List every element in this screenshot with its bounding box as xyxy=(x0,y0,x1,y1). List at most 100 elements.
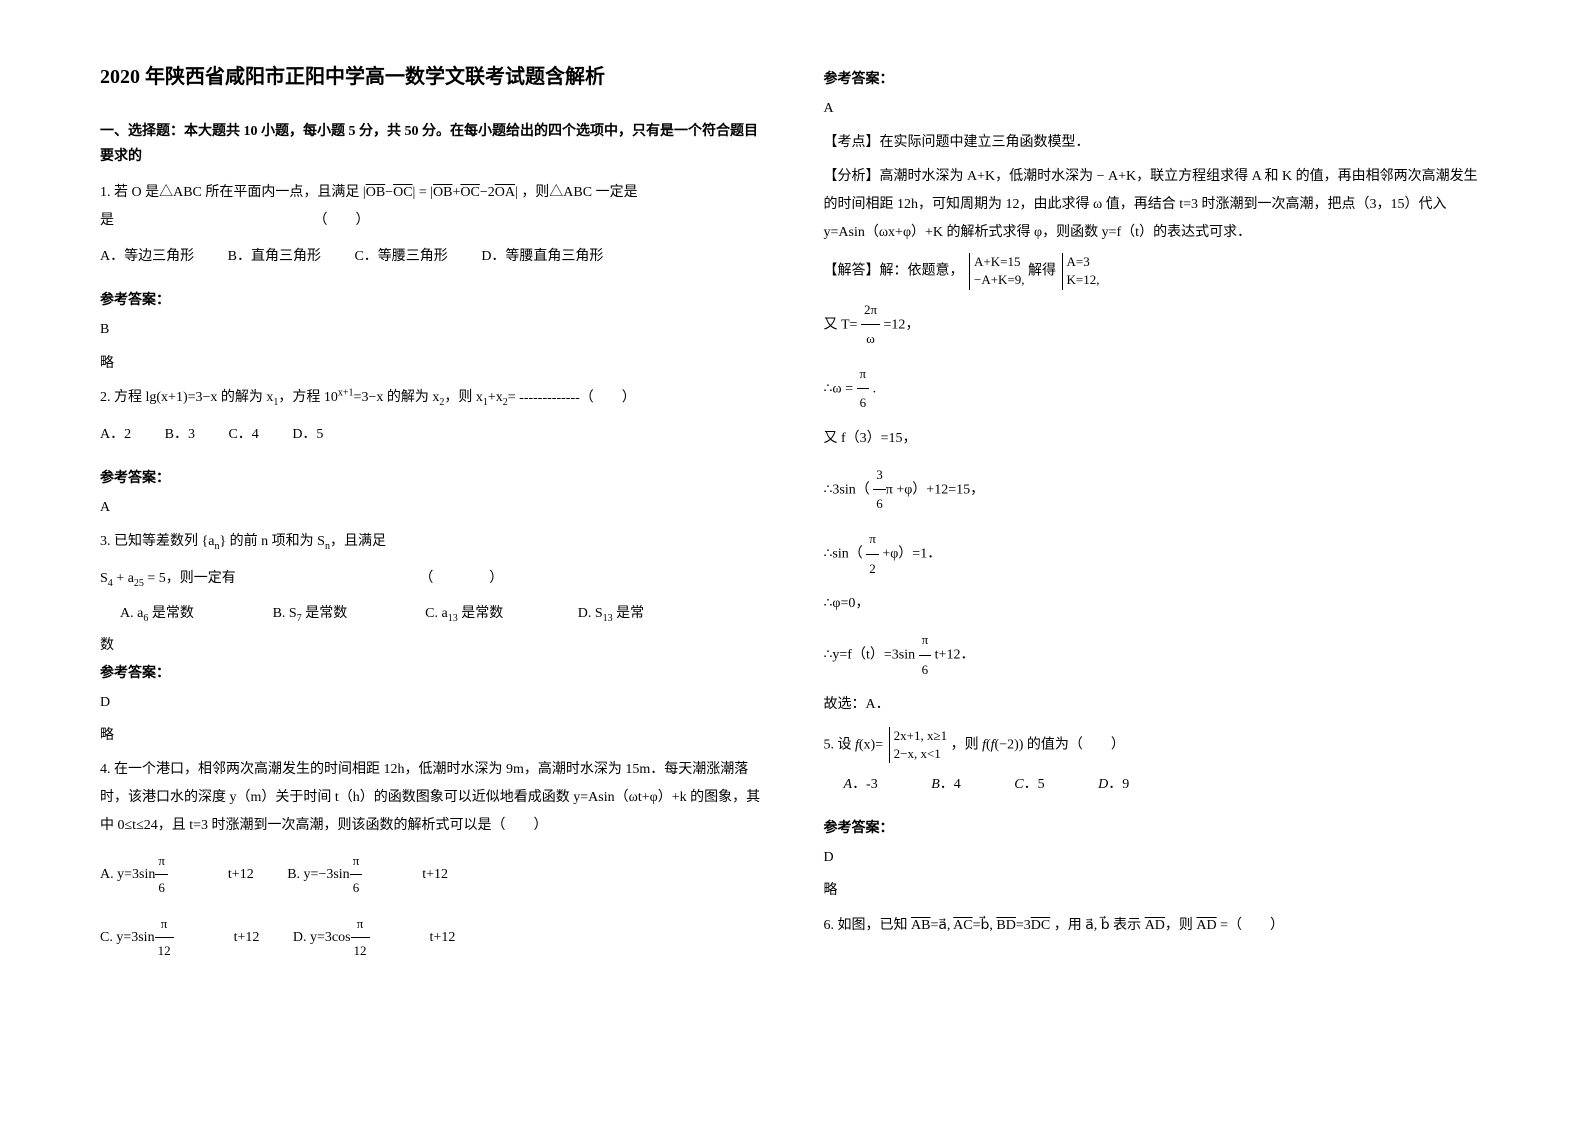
question-2: 2. 方程 lg(x+1)=3−x 的解为 x1，方程 10x+1=3−x 的解… xyxy=(100,384,764,413)
question-5: 5. 设 f(x)= 2x+1, x≥1 2−x, x<1 ，则 f(f(−2)… xyxy=(824,727,1488,763)
frac-pi-6: π6 xyxy=(857,360,870,418)
left-column: 2020 年陕西省咸阳市正阳中学高一数学文联考试题含解析 一、选择题：本大题共 … xyxy=(100,60,764,1062)
answer-label-1: 参考答案： xyxy=(100,289,764,309)
line8b: t+12． xyxy=(935,647,975,662)
line6a: ∴sin（ xyxy=(824,546,863,561)
q4-opt-c: C. y=3sinπ12t+12 xyxy=(100,930,259,945)
line5b: +φ）+12=15， xyxy=(896,482,984,497)
q4-options-row1: A. y=3sinπ6t+12 B. y=−3sinπ6t+12 xyxy=(100,848,764,901)
q3-text-a: 3. 已知等差数列 {an} 的前 n 项和为 Sn，且满足 xyxy=(100,534,386,549)
solve-line3: ∴ω = π6 . xyxy=(824,360,1488,418)
q2-blank: -------------（ ） xyxy=(519,390,636,405)
answer-label-5: 参考答案： xyxy=(824,817,1488,837)
q5-text-b: ，则 f(f(−2)) 的值为（ ） xyxy=(951,737,1125,752)
frac-pi-6-b: π6 xyxy=(919,626,932,684)
line3b: . xyxy=(873,381,877,396)
q5-piece-a: 2x+1, x≥1 xyxy=(894,727,947,745)
q5-answer: D xyxy=(824,845,1488,870)
q4-opt-a: A. y=3sinπ6t+12 xyxy=(100,867,254,882)
q1-formula: |OB−OC| = |OB+OC−2OA| xyxy=(363,185,518,200)
piece1a: A+K=15 xyxy=(974,253,1025,271)
q4-opt-d: D. y=3cosπ12t+12 xyxy=(293,930,455,945)
piece2a: A=3 xyxy=(1067,253,1100,271)
q4-options-row2: C. y=3sinπ12t+12 D. y=3cosπ12t+12 xyxy=(100,911,764,964)
q5-text-a: 5. 设 xyxy=(824,737,852,752)
q1-answer: B xyxy=(100,317,764,342)
question-3b: S4 + a25 = 5，则一定有 （ ） xyxy=(100,565,764,594)
q1-opt-c: C．等腰三角形 xyxy=(354,249,447,264)
q5-piece-b: 2−x, x<1 xyxy=(894,745,947,763)
line3a: ∴ω = xyxy=(824,381,854,396)
q2-text: 2. 方程 lg(x+1)=3−x 的解为 x1，方程 10x+1=3−x 的解… xyxy=(100,390,519,405)
solve-label2: 解得 xyxy=(1028,264,1056,279)
solve-line4: 又 f（3）=15， xyxy=(824,424,1488,455)
q1-opt-b: B．直角三角形 xyxy=(228,249,321,264)
answer-label-3: 参考答案： xyxy=(100,662,764,682)
q1-note: 略 xyxy=(100,351,764,376)
q3-options: A. a6 是常数 B. S7 是常数 C. a13 是常数 D. S13 是常 xyxy=(100,602,730,624)
q5-piecewise: 2x+1, x≥1 2−x, x<1 xyxy=(889,727,947,763)
q3-opt-d-cont: 数 xyxy=(100,634,764,654)
q2-opt-c: C．4 xyxy=(228,427,258,442)
right-column: 参考答案： A 【考点】在实际问题中建立三角函数模型． 【分析】高潮时水深为 A… xyxy=(824,60,1488,1062)
q4-opt-b: B. y=−3sinπ6t+12 xyxy=(287,867,448,882)
q5-opt-c: C．5 xyxy=(1014,777,1044,792)
solve-line6: ∴sin（ π2 +φ）=1． xyxy=(824,525,1488,583)
q2-opt-d: D．5 xyxy=(292,427,323,442)
q6-text-b: ，用 a⃗, b⃗ 表示 AD，则 AD =（ ） xyxy=(1054,918,1284,933)
q1-options: A．等边三角形 B．直角三角形 C．等腰三角形 D．等腰直角三角形 xyxy=(100,243,764,271)
q3-opt-a: A. a6 是常数 xyxy=(120,602,273,624)
solve-line8: ∴y=f（t）=3sin π6 t+12． xyxy=(824,626,1488,684)
question-3: 3. 已知等差数列 {an} 的前 n 项和为 Sn，且满足 xyxy=(100,528,764,557)
q3-note: 略 xyxy=(100,723,764,748)
piece2b: K=12, xyxy=(1067,271,1100,289)
frac-pi-2: π2 xyxy=(866,525,879,583)
q6-text-a: 6. 如图，已知 xyxy=(824,918,908,933)
answer-label-2: 参考答案： xyxy=(100,467,764,487)
frac-2pi-omega: 2πω xyxy=(861,296,880,354)
solve-line5: ∴3sin（ 36π +φ）+12=15， xyxy=(824,461,1488,519)
solve-line9: 故选：A． xyxy=(824,690,1488,721)
q3-answer: D xyxy=(100,690,764,715)
piecewise-1: A+K=15 −A+K=9, xyxy=(969,253,1025,289)
q4-kaodian: 【考点】在实际问题中建立三角函数模型． xyxy=(824,129,1488,157)
q1-blank-label: 是 xyxy=(100,213,310,228)
line5a: ∴3sin（ xyxy=(824,482,870,497)
piecewise-2: A=3 K=12, xyxy=(1062,253,1100,289)
q5-opt-b: B．4 xyxy=(931,777,961,792)
line6b: +φ）=1． xyxy=(882,546,941,561)
q1-opt-d: D．等腰直角三角形 xyxy=(481,249,603,264)
question-1: 1. 若 O 是△ABC 所在平面内一点，且满足 |OB−OC| = |OB+O… xyxy=(100,179,764,235)
q4-solve-line1: 【解答】解：依题意， A+K=15 −A+K=9, 解得 A=3 K=12, xyxy=(824,253,1488,289)
question-4: 4. 在一个港口，相邻两次高潮发生的时间相距 12h，低潮时水深为 9m，高潮时… xyxy=(100,756,764,840)
line2b: =12 xyxy=(884,317,906,332)
q3-opt-d: D. S13 是常 xyxy=(578,602,731,624)
q5-note: 略 xyxy=(824,878,1488,903)
q5-opt-d: D．9 xyxy=(1098,777,1129,792)
q2-options: A．2 B．3 C．4 D．5 xyxy=(100,421,764,449)
q1-text-b: ，则△ABC 一定是 xyxy=(521,185,637,200)
solve-line2: 又 T= 2πω =12， xyxy=(824,296,1488,354)
line2a: 又 T= xyxy=(824,317,858,332)
solve-line7: ∴φ=0， xyxy=(824,589,1488,620)
q3-opt-b: B. S7 是常数 xyxy=(273,602,426,624)
q2-opt-a: A．2 xyxy=(100,427,131,442)
q5-options: A．-3 B．4 C．5 D．9 xyxy=(844,771,1488,799)
q5-formula: f(x)= xyxy=(855,737,883,752)
q3-blank: （ ） xyxy=(419,571,503,586)
q4-fenxi: 【分析】高潮时水深为 A+K，低潮时水深为 − A+K，联立方程组求得 A 和 … xyxy=(824,163,1488,247)
q6-formula: AB=a⃗, AC=b⃗, BD=3DC xyxy=(911,918,1050,933)
q2-opt-b: B．3 xyxy=(165,427,195,442)
frac-3-6-pi: 36 xyxy=(873,461,886,519)
q1-opt-a: A．等边三角形 xyxy=(100,249,194,264)
solve-label: 【解答】解：依题意， xyxy=(824,264,964,279)
q3-opt-c: C. a13 是常数 xyxy=(425,602,578,624)
piece1b: −A+K=9, xyxy=(974,271,1025,289)
q1-text-a: 1. 若 O 是△ABC 所在平面内一点，且满足 xyxy=(100,185,359,200)
line8a: ∴y=f（t）=3sin xyxy=(824,647,916,662)
q1-blank: （ ） xyxy=(314,213,370,228)
section-header: 一、选择题：本大题共 10 小题，每小题 5 分，共 50 分。在每小题给出的四… xyxy=(100,119,764,169)
document-title: 2020 年陕西省咸阳市正阳中学高一数学文联考试题含解析 xyxy=(100,60,764,89)
q3-text-b: S4 + a25 = 5，则一定有 xyxy=(100,571,236,586)
answer-label-4: 参考答案： xyxy=(824,68,1488,88)
